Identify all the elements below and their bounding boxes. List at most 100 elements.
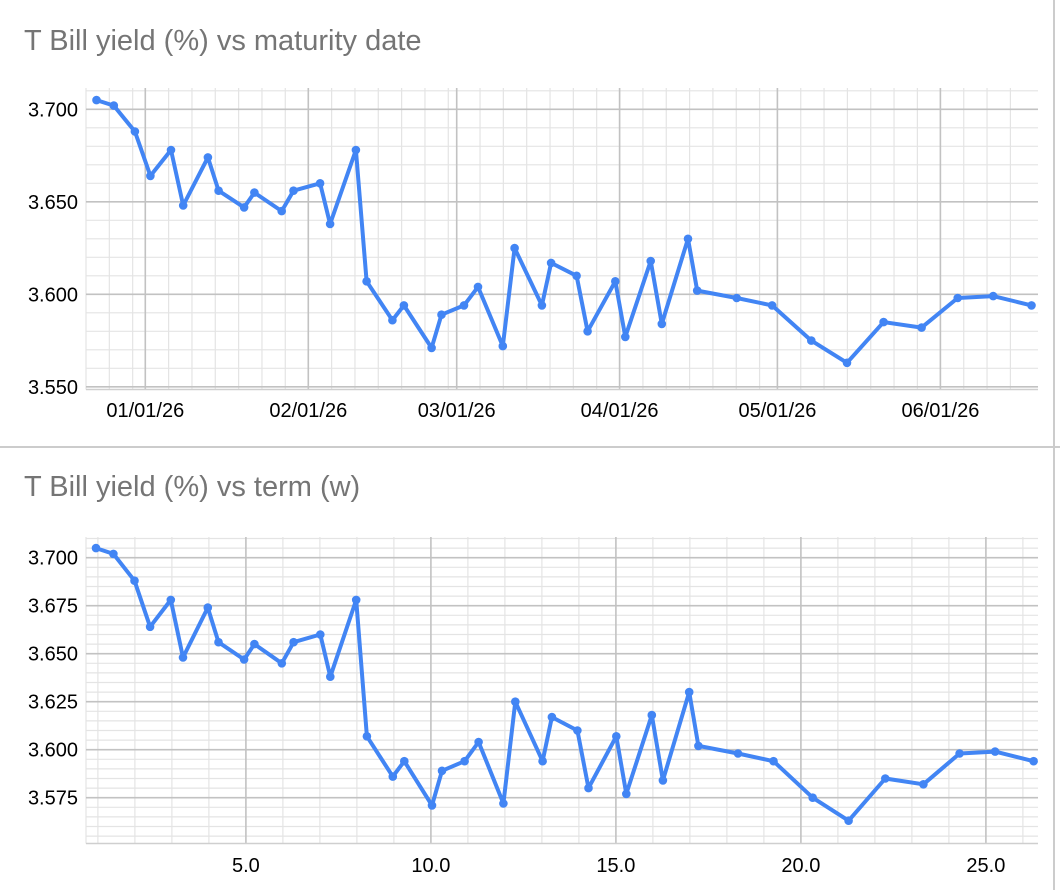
y-tick-label: 3.600 — [28, 284, 78, 306]
data-point-marker — [881, 774, 890, 783]
data-point-marker — [547, 712, 557, 722]
data-point-marker — [612, 732, 621, 741]
data-point-marker — [203, 153, 213, 162]
data-point-marker — [351, 595, 361, 605]
data-point-marker — [583, 327, 592, 336]
data-point-marker — [277, 206, 287, 216]
chart-maturity-plot[interactable]: 3.700 3.650 3.600 3.550 01/01/26 02/01/26 03/0… — [28, 88, 1038, 422]
data-point-marker — [658, 776, 668, 785]
data-point-marker — [546, 258, 556, 268]
data-point-marker — [621, 332, 630, 342]
data-point-marker — [92, 95, 101, 105]
data-point-marker — [166, 145, 176, 155]
y-tick-label: 3.575 — [28, 788, 78, 810]
data-point-marker — [955, 749, 964, 758]
data-point-marker — [388, 315, 397, 325]
data-point-marker — [988, 291, 998, 301]
data-point-marker — [239, 655, 249, 664]
data-point-marker — [683, 234, 693, 244]
chart-maturity-title: T Bill yield (%) vs maturity date — [24, 25, 422, 57]
data-point-marker — [1029, 756, 1038, 766]
data-point-marker — [351, 145, 361, 155]
data-point-marker — [573, 726, 582, 735]
data-point-marker — [459, 301, 469, 310]
data-point-marker — [250, 639, 259, 649]
x-tick-label: 01/01/26 — [106, 400, 184, 422]
data-point-marker — [250, 188, 259, 197]
x-tick-label: 10.0 — [411, 855, 450, 877]
data-point-marker — [537, 301, 547, 310]
data-point-marker — [474, 737, 483, 747]
data-point-marker — [146, 171, 155, 181]
data-point-marker — [91, 543, 101, 553]
data-point-marker — [388, 772, 398, 781]
data-point-marker — [807, 336, 816, 345]
x-tick-label: 04/01/26 — [581, 400, 659, 422]
data-point-marker — [953, 293, 962, 303]
chart-term-title: T Bill yield (%) vs term (w) — [24, 471, 361, 503]
y-tick-label: 3.600 — [28, 740, 78, 762]
data-point-marker — [437, 766, 447, 776]
data-point-marker — [362, 732, 372, 741]
data-point-marker — [326, 672, 335, 681]
data-point-marker — [437, 310, 446, 320]
data-point-marker — [538, 756, 547, 766]
data-point-marker — [844, 816, 853, 825]
data-point-marker — [316, 630, 325, 639]
series-line — [94, 98, 1034, 365]
data-point-marker — [733, 749, 743, 758]
y-tick-label: 3.700 — [28, 548, 78, 570]
data-point-marker — [460, 756, 469, 766]
data-point-marker — [130, 576, 139, 585]
data-point-marker — [622, 789, 631, 799]
data-point-marker — [362, 277, 371, 286]
chart-term-plot[interactable]: 3.700 3.675 3.650 3.625 3.600 3.575 5.0 10.0 15.… — [28, 537, 1038, 877]
data-point-marker — [498, 341, 508, 351]
data-point-marker — [1027, 301, 1036, 310]
y-tick-label: 3.625 — [28, 692, 78, 714]
data-point-marker — [109, 101, 119, 110]
y-tick-label: 3.650 — [28, 644, 78, 666]
panel-divider — [0, 446, 1060, 448]
data-point-marker — [499, 799, 508, 808]
x-tick-label: 02/01/26 — [269, 400, 347, 422]
x-tick-label: 06/01/26 — [901, 400, 979, 422]
x-tick-label: 5.0 — [232, 855, 260, 877]
data-point-marker — [399, 301, 409, 310]
data-point-marker — [473, 282, 483, 292]
y-tick-label: 3.550 — [28, 377, 78, 399]
data-point-marker — [769, 756, 778, 766]
data-point-marker — [315, 179, 325, 188]
data-point-marker — [109, 549, 118, 559]
y-tick-label: 3.700 — [28, 99, 78, 121]
data-point-marker — [214, 186, 223, 195]
data-point-marker — [917, 323, 926, 332]
data-point-marker — [584, 783, 593, 793]
data-point-marker — [178, 653, 188, 662]
x-tick-label: 05/01/26 — [738, 400, 816, 422]
data-point-marker — [646, 256, 655, 266]
data-point-marker — [879, 317, 888, 327]
data-point-marker — [427, 801, 437, 810]
data-point-marker — [178, 201, 188, 210]
data-point-marker — [203, 603, 213, 612]
data-point-marker — [611, 277, 620, 286]
x-tick-label: 20.0 — [781, 855, 820, 877]
data-point-marker — [647, 710, 657, 720]
data-point-marker — [692, 286, 702, 295]
data-point-marker — [510, 243, 519, 253]
data-point-marker — [277, 659, 287, 668]
series-line — [94, 546, 1036, 823]
data-point-marker — [990, 747, 1000, 756]
data-point-marker — [289, 637, 298, 647]
data-point-marker — [732, 293, 741, 303]
data-point-marker — [289, 186, 298, 195]
data-point-marker — [808, 793, 817, 802]
data-point-marker — [130, 127, 140, 136]
data-point-marker — [145, 622, 155, 632]
y-tick-label: 3.675 — [28, 596, 78, 618]
data-point-marker — [694, 741, 703, 751]
data-point-marker — [166, 595, 176, 605]
